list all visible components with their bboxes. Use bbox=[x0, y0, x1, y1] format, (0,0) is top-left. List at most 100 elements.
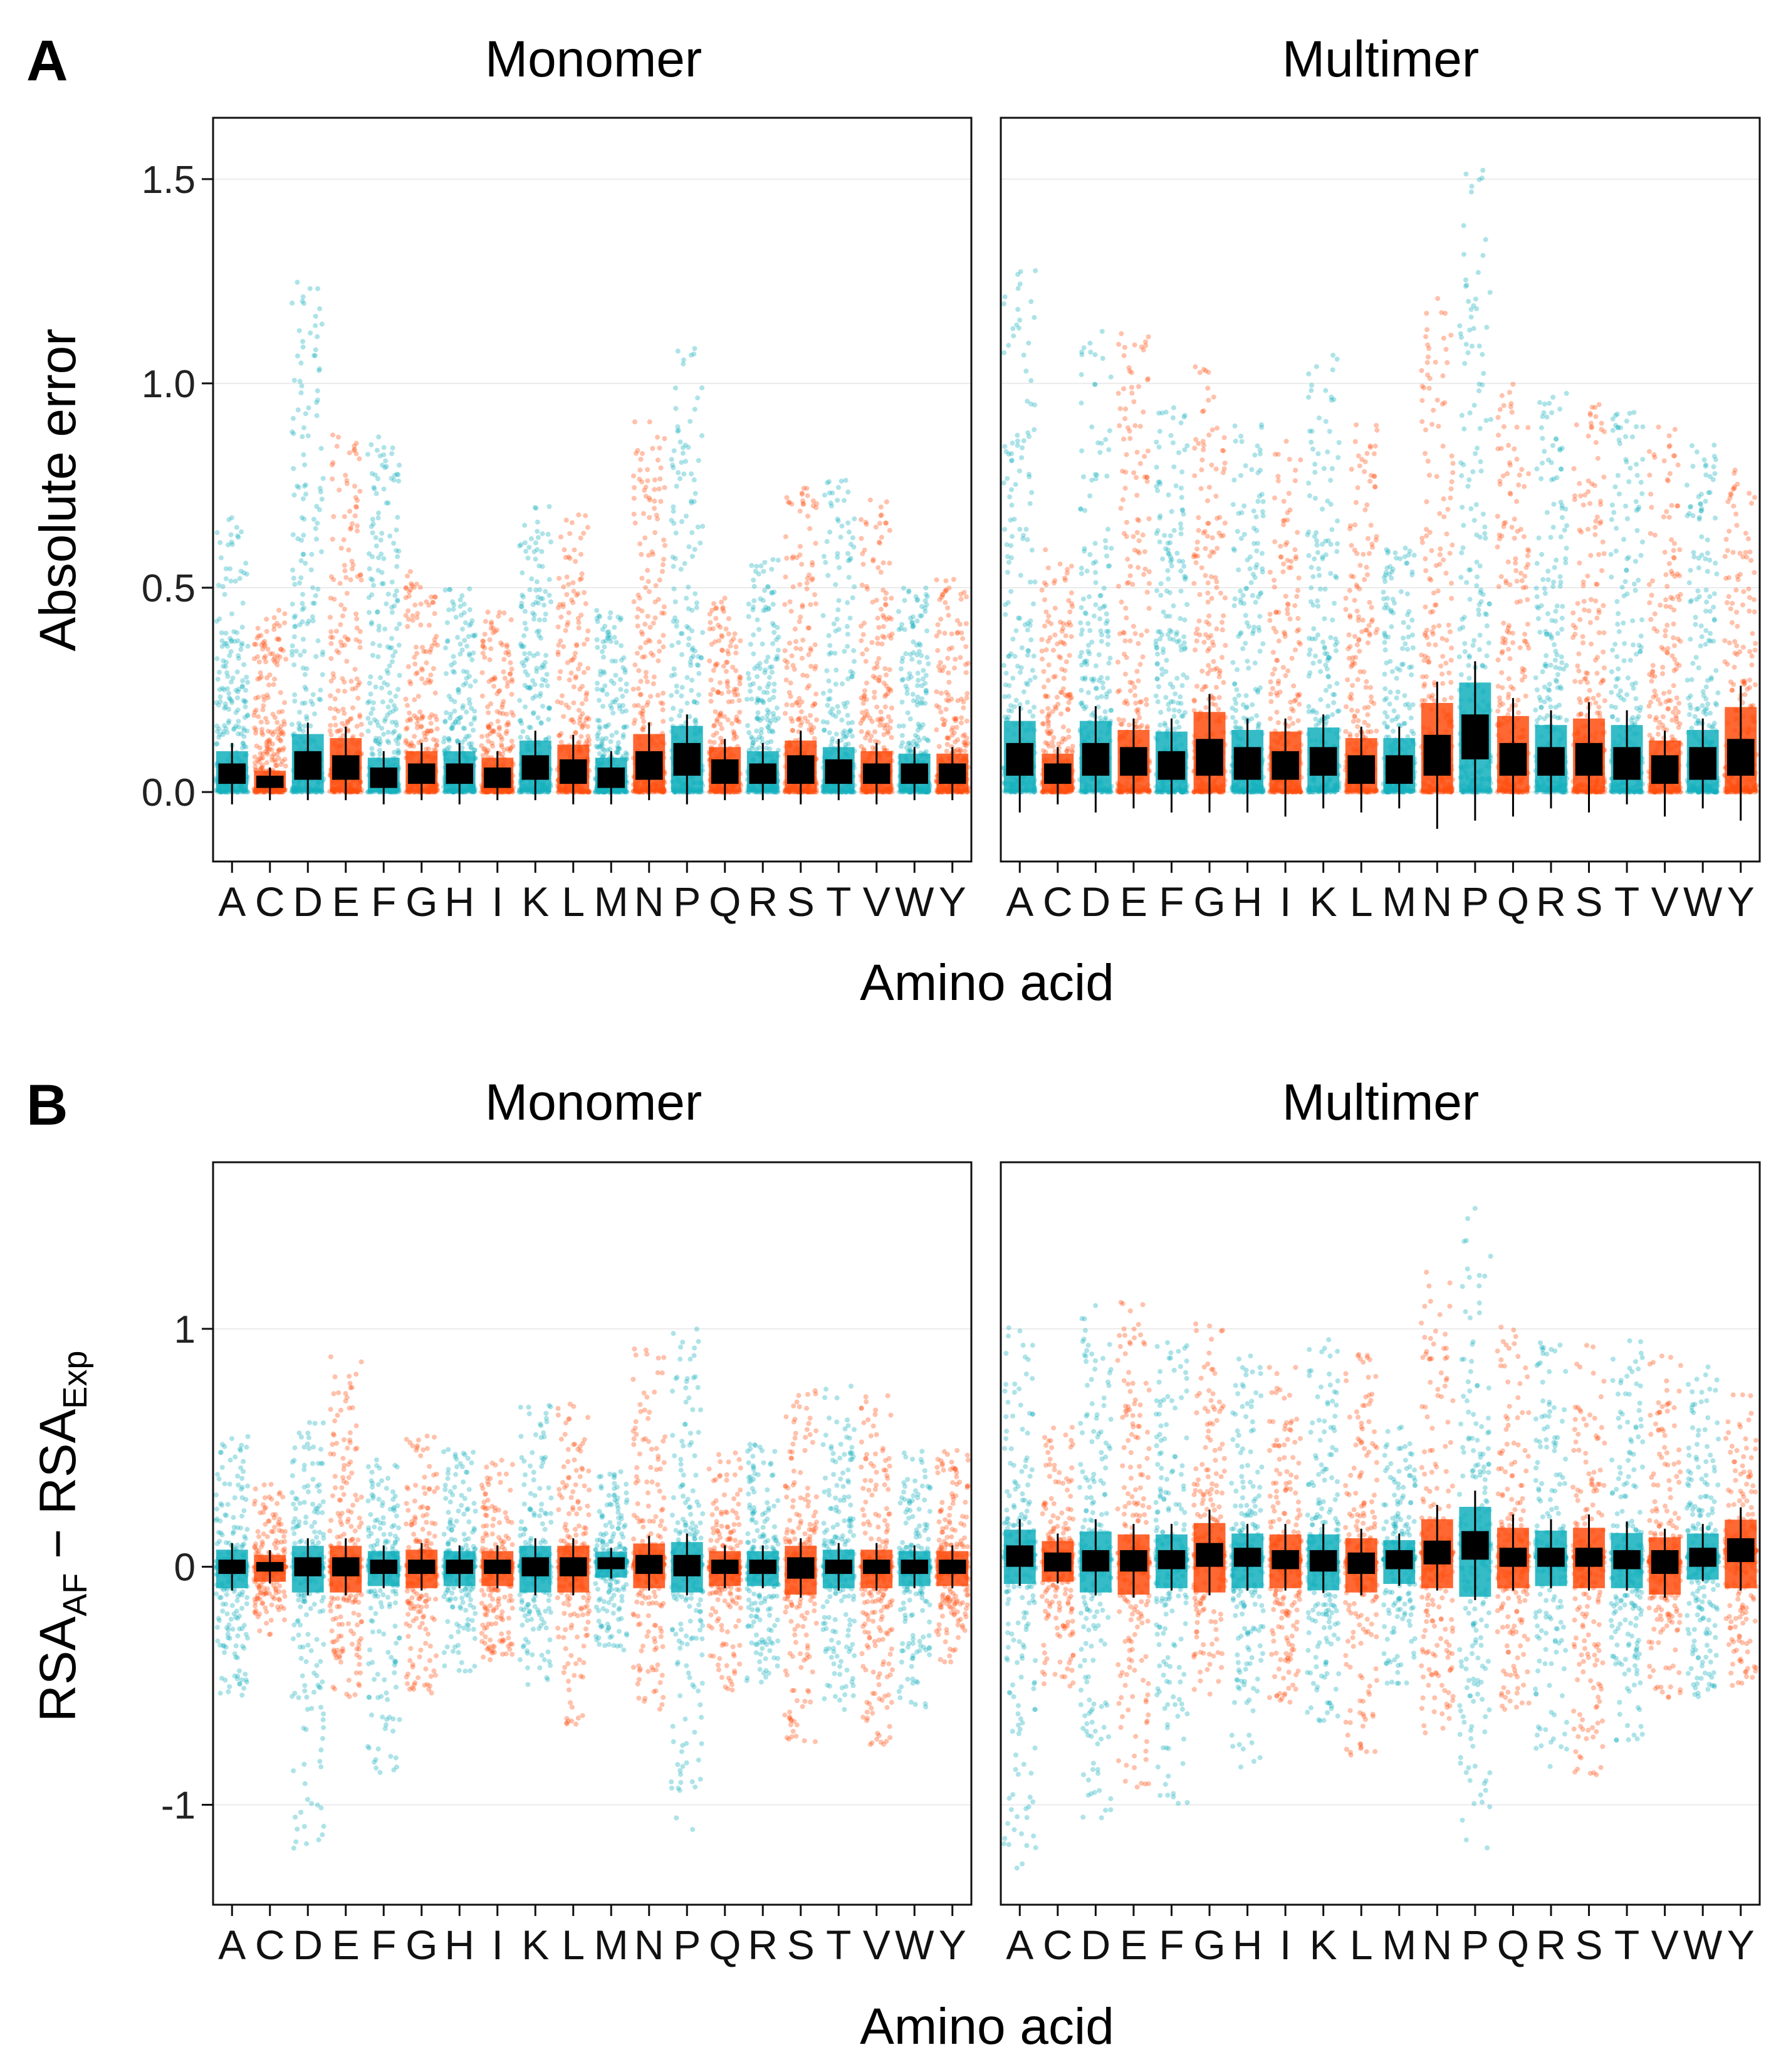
jitter-point bbox=[357, 639, 362, 645]
jitter-point bbox=[609, 659, 615, 664]
jitter-point bbox=[804, 486, 810, 491]
jitter-point bbox=[884, 672, 889, 678]
jitter-point bbox=[561, 714, 567, 719]
jitter-point bbox=[707, 658, 713, 664]
jitter-point bbox=[912, 732, 918, 738]
jitter-point bbox=[423, 737, 429, 742]
jitter-point bbox=[221, 729, 226, 734]
jitter-point bbox=[646, 553, 652, 558]
jitter-point bbox=[657, 639, 662, 645]
jitter-point bbox=[389, 659, 395, 665]
jitter-point bbox=[298, 360, 304, 366]
jitter-point bbox=[683, 459, 688, 464]
jitter-point bbox=[310, 692, 316, 697]
jitter-point bbox=[240, 740, 246, 746]
jitter-point bbox=[864, 521, 869, 527]
jitter-point bbox=[381, 445, 387, 450]
jitter-point bbox=[291, 492, 297, 497]
jitter-point bbox=[645, 467, 650, 472]
jitter-point bbox=[396, 642, 402, 648]
jitter-point bbox=[217, 732, 222, 737]
jitter-point bbox=[226, 720, 231, 726]
jitter-point bbox=[660, 701, 666, 707]
jitter-point bbox=[390, 445, 395, 450]
jitter-point bbox=[678, 566, 684, 572]
jitter-point bbox=[822, 727, 827, 733]
jitter-point bbox=[645, 579, 651, 585]
jitter-point bbox=[302, 684, 308, 690]
jitter-point bbox=[571, 700, 577, 705]
jitter-point bbox=[237, 576, 243, 581]
jitter-point bbox=[761, 689, 766, 695]
jitter-point bbox=[481, 747, 486, 752]
jitter-point bbox=[755, 710, 761, 716]
jitter-point bbox=[711, 740, 717, 745]
jitter-point bbox=[699, 385, 705, 390]
jitter-point bbox=[369, 746, 375, 751]
jitter-point bbox=[370, 521, 376, 527]
jitter-point bbox=[265, 738, 271, 744]
jitter-point bbox=[724, 660, 730, 665]
jitter-point bbox=[533, 540, 538, 546]
jitter-point bbox=[352, 513, 358, 519]
jitter-point bbox=[264, 739, 269, 745]
jitter-point bbox=[253, 727, 259, 732]
jitter-point bbox=[455, 635, 461, 640]
jitter-point bbox=[527, 685, 533, 691]
jitter-point bbox=[300, 637, 306, 642]
jitter-point bbox=[252, 709, 258, 715]
jitter-point bbox=[303, 482, 308, 487]
jitter-point bbox=[919, 653, 924, 659]
jitter-point bbox=[432, 611, 437, 617]
jitter-point bbox=[240, 600, 246, 606]
jitter-point bbox=[765, 654, 771, 660]
jitter-point bbox=[480, 650, 486, 656]
jitter-point bbox=[570, 600, 576, 605]
jitter-point bbox=[415, 670, 420, 675]
jitter-point bbox=[521, 633, 526, 638]
jitter-point bbox=[293, 613, 298, 619]
jitter-point bbox=[581, 531, 587, 536]
jitter-point bbox=[568, 658, 574, 664]
jitter-points-D bbox=[289, 279, 326, 795]
jitter-point bbox=[867, 716, 873, 721]
jitter-point bbox=[859, 582, 865, 588]
jitter-point bbox=[836, 709, 842, 715]
jitter-point bbox=[808, 713, 813, 718]
jitter-point bbox=[244, 674, 249, 680]
jitter-point bbox=[268, 729, 274, 735]
jitter-point bbox=[226, 690, 232, 696]
jitter-point bbox=[508, 617, 514, 623]
jitter-point bbox=[433, 595, 439, 600]
jitter-point bbox=[251, 656, 257, 662]
jitter-point bbox=[214, 530, 220, 536]
jitter-point bbox=[923, 591, 929, 597]
jitter-point bbox=[495, 719, 501, 724]
jitter-point bbox=[719, 726, 724, 731]
jitter-point bbox=[640, 511, 646, 516]
jitter-point bbox=[718, 711, 723, 717]
jitter-point bbox=[525, 734, 530, 740]
jitter-point bbox=[881, 722, 887, 728]
jitter-point bbox=[328, 629, 334, 635]
jitter-point bbox=[724, 669, 729, 674]
jitter-point bbox=[319, 496, 325, 502]
jitter-point bbox=[919, 683, 924, 689]
jitter-point bbox=[264, 617, 269, 622]
jitter-point bbox=[267, 746, 273, 752]
jitter-point bbox=[563, 554, 568, 560]
jitter-point bbox=[577, 662, 583, 667]
jitter-point bbox=[315, 334, 320, 340]
jitter-point bbox=[328, 693, 333, 699]
jitter-point bbox=[677, 476, 682, 481]
jitter-point bbox=[315, 586, 321, 592]
jitter-point bbox=[565, 620, 571, 625]
jitter-point bbox=[836, 627, 842, 632]
jitter-point bbox=[253, 760, 258, 766]
jitter-point bbox=[669, 693, 674, 699]
jitter-point bbox=[528, 536, 534, 541]
jitter-point bbox=[639, 608, 645, 614]
jitter-point bbox=[870, 745, 875, 751]
jitter-point bbox=[634, 650, 640, 656]
jitter-point bbox=[537, 617, 542, 623]
